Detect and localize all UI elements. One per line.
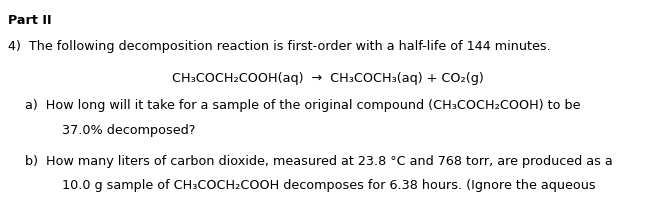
- Text: 37.0% decomposed?: 37.0% decomposed?: [62, 124, 196, 137]
- Text: 4)  The following decomposition reaction is first-order with a half-life of 144 : 4) The following decomposition reaction …: [8, 40, 551, 53]
- Text: Part II: Part II: [8, 14, 52, 27]
- Text: 10.0 g sample of CH₃COCH₂COOH decomposes for 6.38 hours. (Ignore the aqueous: 10.0 g sample of CH₃COCH₂COOH decomposes…: [62, 179, 596, 192]
- Text: b)  How many liters of carbon dioxide, measured at 23.8 °C and 768 torr, are pro: b) How many liters of carbon dioxide, me…: [25, 155, 612, 168]
- Text: CH₃COCH₂COOH(aq)  →  CH₃COCH₃(aq) + CO₂(g): CH₃COCH₂COOH(aq) → CH₃COCH₃(aq) + CO₂(g): [172, 72, 483, 85]
- Text: a)  How long will it take for a sample of the original compound (CH₃COCH₂COOH) t: a) How long will it take for a sample of…: [25, 99, 580, 112]
